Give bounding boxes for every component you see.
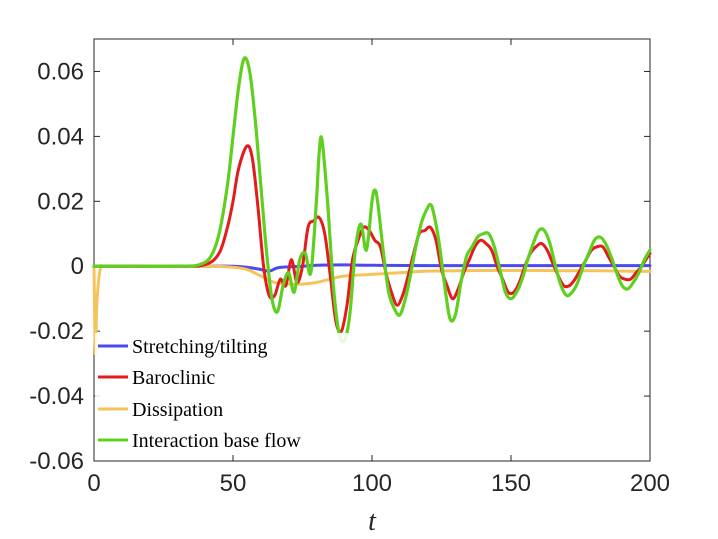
y-tick-label: -0.02: [29, 318, 84, 345]
legend-label-interaction: Interaction base flow: [132, 430, 301, 452]
legend-label-stretching: Stretching/tilting: [132, 336, 268, 358]
x-axis-title: t: [368, 506, 377, 537]
x-tick-label: 200: [630, 470, 670, 497]
y-tick-label: 0.04: [37, 123, 84, 150]
legend-item-dissipation: Dissipation: [98, 399, 223, 421]
series-lines: [92, 56, 652, 356]
y-tick-label: 0.06: [37, 58, 84, 85]
x-tick-label: 0: [87, 470, 100, 497]
legend-label-dissipation: Dissipation: [132, 399, 223, 421]
y-axis-tick-labels: -0.06 -0.04 -0.02 0 0.02 0.04 0.06: [29, 58, 84, 475]
y-tick-label: 0: [71, 253, 84, 280]
x-tick-label: 150: [491, 470, 531, 497]
legend-label-baroclinic: Baroclinic: [132, 367, 215, 389]
y-tick-label: -0.04: [29, 383, 84, 410]
series-line-interaction-base-flow: [92, 56, 652, 344]
legend-item-interaction: Interaction base flow: [98, 430, 301, 452]
legend-box: [95, 333, 400, 455]
y-tick-label: 0.02: [37, 188, 84, 215]
series-line-baroclinic: [92, 144, 652, 334]
x-tick-label: 100: [352, 470, 392, 497]
x-tick-label: 50: [220, 470, 247, 497]
x-axis-tick-labels: 0 50 100 150 200: [87, 470, 670, 497]
legend: Stretching/tilting Baroclinic Dissipatio…: [95, 333, 400, 455]
legend-item-stretching: Stretching/tilting: [98, 336, 268, 358]
legend-item-baroclinic: Baroclinic: [98, 367, 215, 389]
y-tick-label: -0.06: [29, 448, 84, 475]
